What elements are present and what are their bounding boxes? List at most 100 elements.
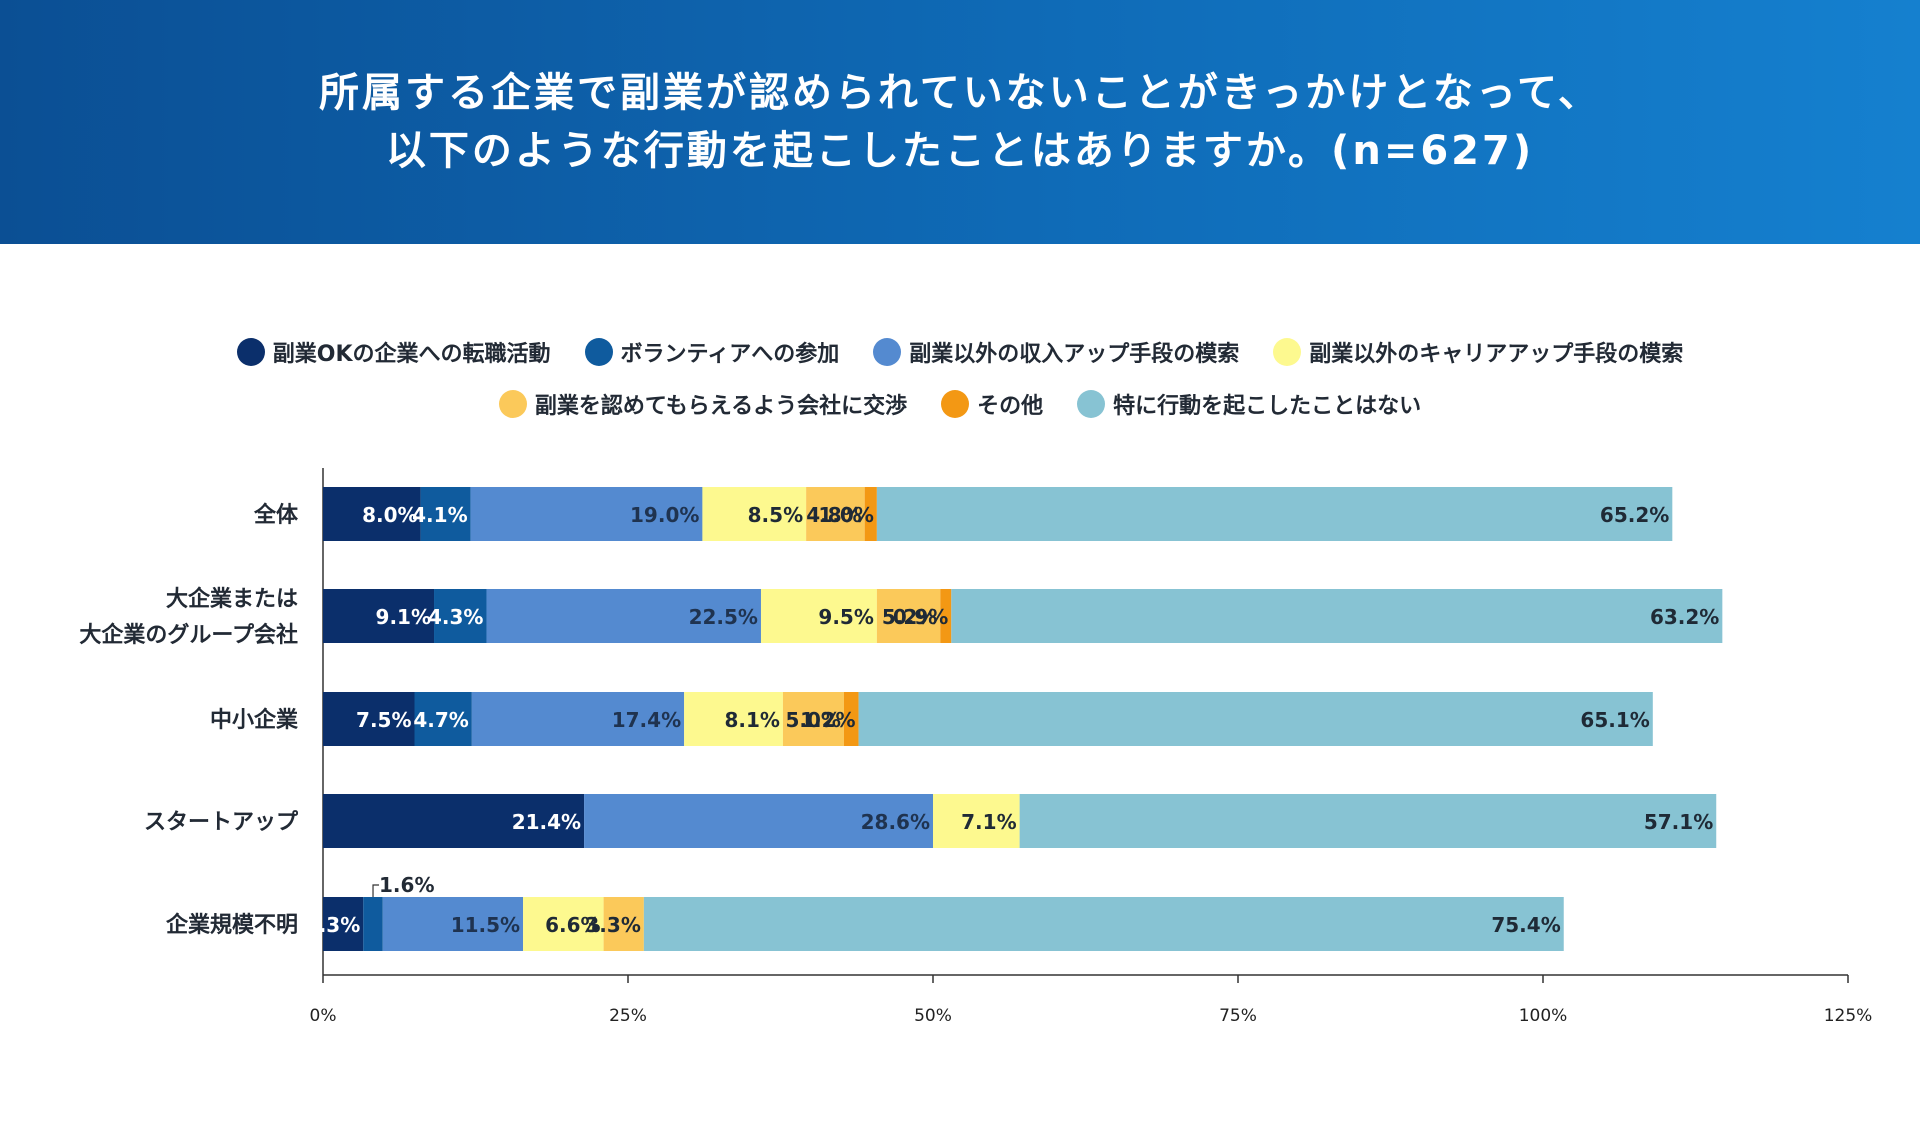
legend-item: 副業以外の収入アップ手段の模索: [873, 336, 1239, 368]
bar-segment: [933, 794, 1020, 848]
chart-legend: 副業OKの企業への転職活動 ボランティアへの参加 副業以外の収入アップ手段の模索…: [0, 336, 1920, 420]
legend-swatch: [1077, 390, 1106, 418]
legend-swatch: [584, 338, 613, 366]
bar-segment: [414, 692, 472, 746]
category-label: 全体: [253, 502, 299, 528]
bar-value-label: 0.9%: [893, 605, 948, 629]
bar-value-label: 7.1%: [961, 810, 1016, 834]
bar-segment: [843, 692, 859, 746]
bar-value-label: 4.1%: [412, 503, 467, 527]
bar-value-label: 8.1%: [724, 708, 779, 732]
legend-row-1: 副業OKの企業への転職活動 ボランティアへの参加 副業以外の収入アップ手段の模索…: [236, 336, 1683, 368]
bar-value-label: 75.4%: [1491, 913, 1560, 937]
legend-label: 特に行動を起こしたことはない: [1113, 394, 1422, 419]
bar-segment: [382, 897, 524, 951]
bar-value-label: 3.3%: [585, 913, 640, 937]
bar-segment: [486, 589, 761, 643]
bar-segment: [876, 589, 941, 643]
bar-value-label: 11.5%: [451, 913, 520, 937]
bar-value-label: 8.5%: [748, 503, 803, 527]
bar-value-label: 7.5%: [356, 708, 411, 732]
legend-item: 副業OKの企業への転職活動: [236, 336, 551, 368]
legend-label: 副業を認めてもらえるよう会社に交渉: [534, 394, 908, 419]
bar-segment: [584, 794, 933, 848]
bar-value-label: 4.3%: [428, 605, 483, 629]
legend-label: 副業OKの企業への転職活動: [272, 342, 551, 367]
bar-segment: [782, 692, 844, 746]
bar-value-label: 57.1%: [1644, 810, 1713, 834]
legend-item: 副業以外のキャリアアップ手段の模索: [1273, 336, 1683, 368]
chart-title-line-2: 以下のような行動を起こしたことはありますか。(n=627): [385, 128, 1535, 174]
bar-segment: [523, 897, 604, 951]
bar-segment: [470, 487, 703, 541]
bar-value-label: 65.1%: [1580, 708, 1649, 732]
bar-value-label: 21.4%: [512, 810, 581, 834]
bar-segment: [876, 487, 1673, 541]
bar-segment: [420, 487, 471, 541]
bar-value-label: 5.2%: [882, 605, 937, 629]
bar-value-label: 17.4%: [612, 708, 681, 732]
bar-segment: [864, 487, 877, 541]
bar-value-label: 9.1%: [376, 605, 431, 629]
label-leader-line: [372, 884, 380, 897]
bar-value-label: 65.2%: [1600, 503, 1669, 527]
bar-value-label: 22.5%: [689, 605, 758, 629]
category-label: 大企業または: [166, 586, 298, 612]
legend-label: ボランティアへの参加: [620, 342, 840, 367]
bar-segment: [806, 487, 865, 541]
bar-value-label: 28.6%: [861, 810, 930, 834]
x-tick-label: 50%: [914, 1006, 952, 1026]
bar-value-label: 5.0%: [785, 708, 840, 732]
legend-swatch: [498, 390, 527, 418]
bar-segment: [434, 589, 487, 643]
bar-segment: [702, 487, 807, 541]
chart-header: 所属する企業で副業が認められていないことがきっかけとなって、 以下のような行動を…: [0, 0, 1920, 244]
x-tick-label: 75%: [1219, 1006, 1257, 1026]
bar-value-label: 9.5%: [818, 605, 873, 629]
legend-label: 副業以外のキャリアアップ手段の模索: [1309, 342, 1684, 367]
bar-value-label: 1.6%: [379, 873, 434, 897]
category-label: 中小企業: [210, 707, 299, 733]
legend-item: その他: [941, 388, 1043, 420]
bar-segment: [323, 589, 435, 643]
x-tick-label: 0%: [310, 1006, 337, 1026]
category-label: 企業規模不明: [165, 912, 298, 938]
legend-label: その他: [977, 394, 1044, 419]
bar-value-label: 19.0%: [630, 503, 699, 527]
category-label: スタートアップ: [144, 810, 299, 835]
bar-segment: [940, 589, 952, 643]
bar-segment: [951, 589, 1723, 643]
bar-segment: [363, 897, 383, 951]
bar-segment: [603, 897, 644, 951]
bar-segment: [323, 794, 585, 848]
bar-segment: [323, 692, 415, 746]
bar-value-label: 6.6%: [545, 913, 600, 937]
bar-segment: [858, 692, 1653, 746]
bar-value-label: 4.8%: [806, 503, 861, 527]
bar-segment: [760, 589, 877, 643]
bar-value-label: 63.2%: [1650, 605, 1719, 629]
bar-segment: [643, 897, 1564, 951]
legend-item: ボランティアへの参加: [584, 336, 840, 368]
bar-segment: [323, 487, 421, 541]
bar-value-label: 1.2%: [800, 708, 855, 732]
legend-row-2: 副業を認めてもらえるよう会社に交渉 その他 特に行動を起こしたことはない: [498, 388, 1421, 420]
category-label: 大企業のグループ会社: [79, 622, 298, 648]
legend-item: 副業を認めてもらえるよう会社に交渉: [498, 388, 908, 420]
legend-swatch: [873, 338, 902, 366]
bar-value-label: 1.0%: [818, 503, 873, 527]
bar-value-label: 4.7%: [413, 708, 468, 732]
legend-item: 特に行動を起こしたことはない: [1077, 388, 1421, 420]
bar-segment: [323, 897, 364, 951]
x-tick-label: 25%: [609, 1006, 647, 1026]
bar-value-label: 8.0%: [362, 503, 417, 527]
legend-label: 副業以外の収入アップ手段の模索: [909, 342, 1240, 367]
legend-swatch: [941, 390, 970, 418]
bar-value-label: 3.3%: [305, 913, 360, 937]
x-tick-label: 125%: [1824, 1006, 1873, 1026]
legend-swatch: [1273, 338, 1302, 366]
bar-segment: [1019, 794, 1717, 848]
bar-segment: [684, 692, 783, 746]
legend-swatch: [236, 338, 265, 366]
